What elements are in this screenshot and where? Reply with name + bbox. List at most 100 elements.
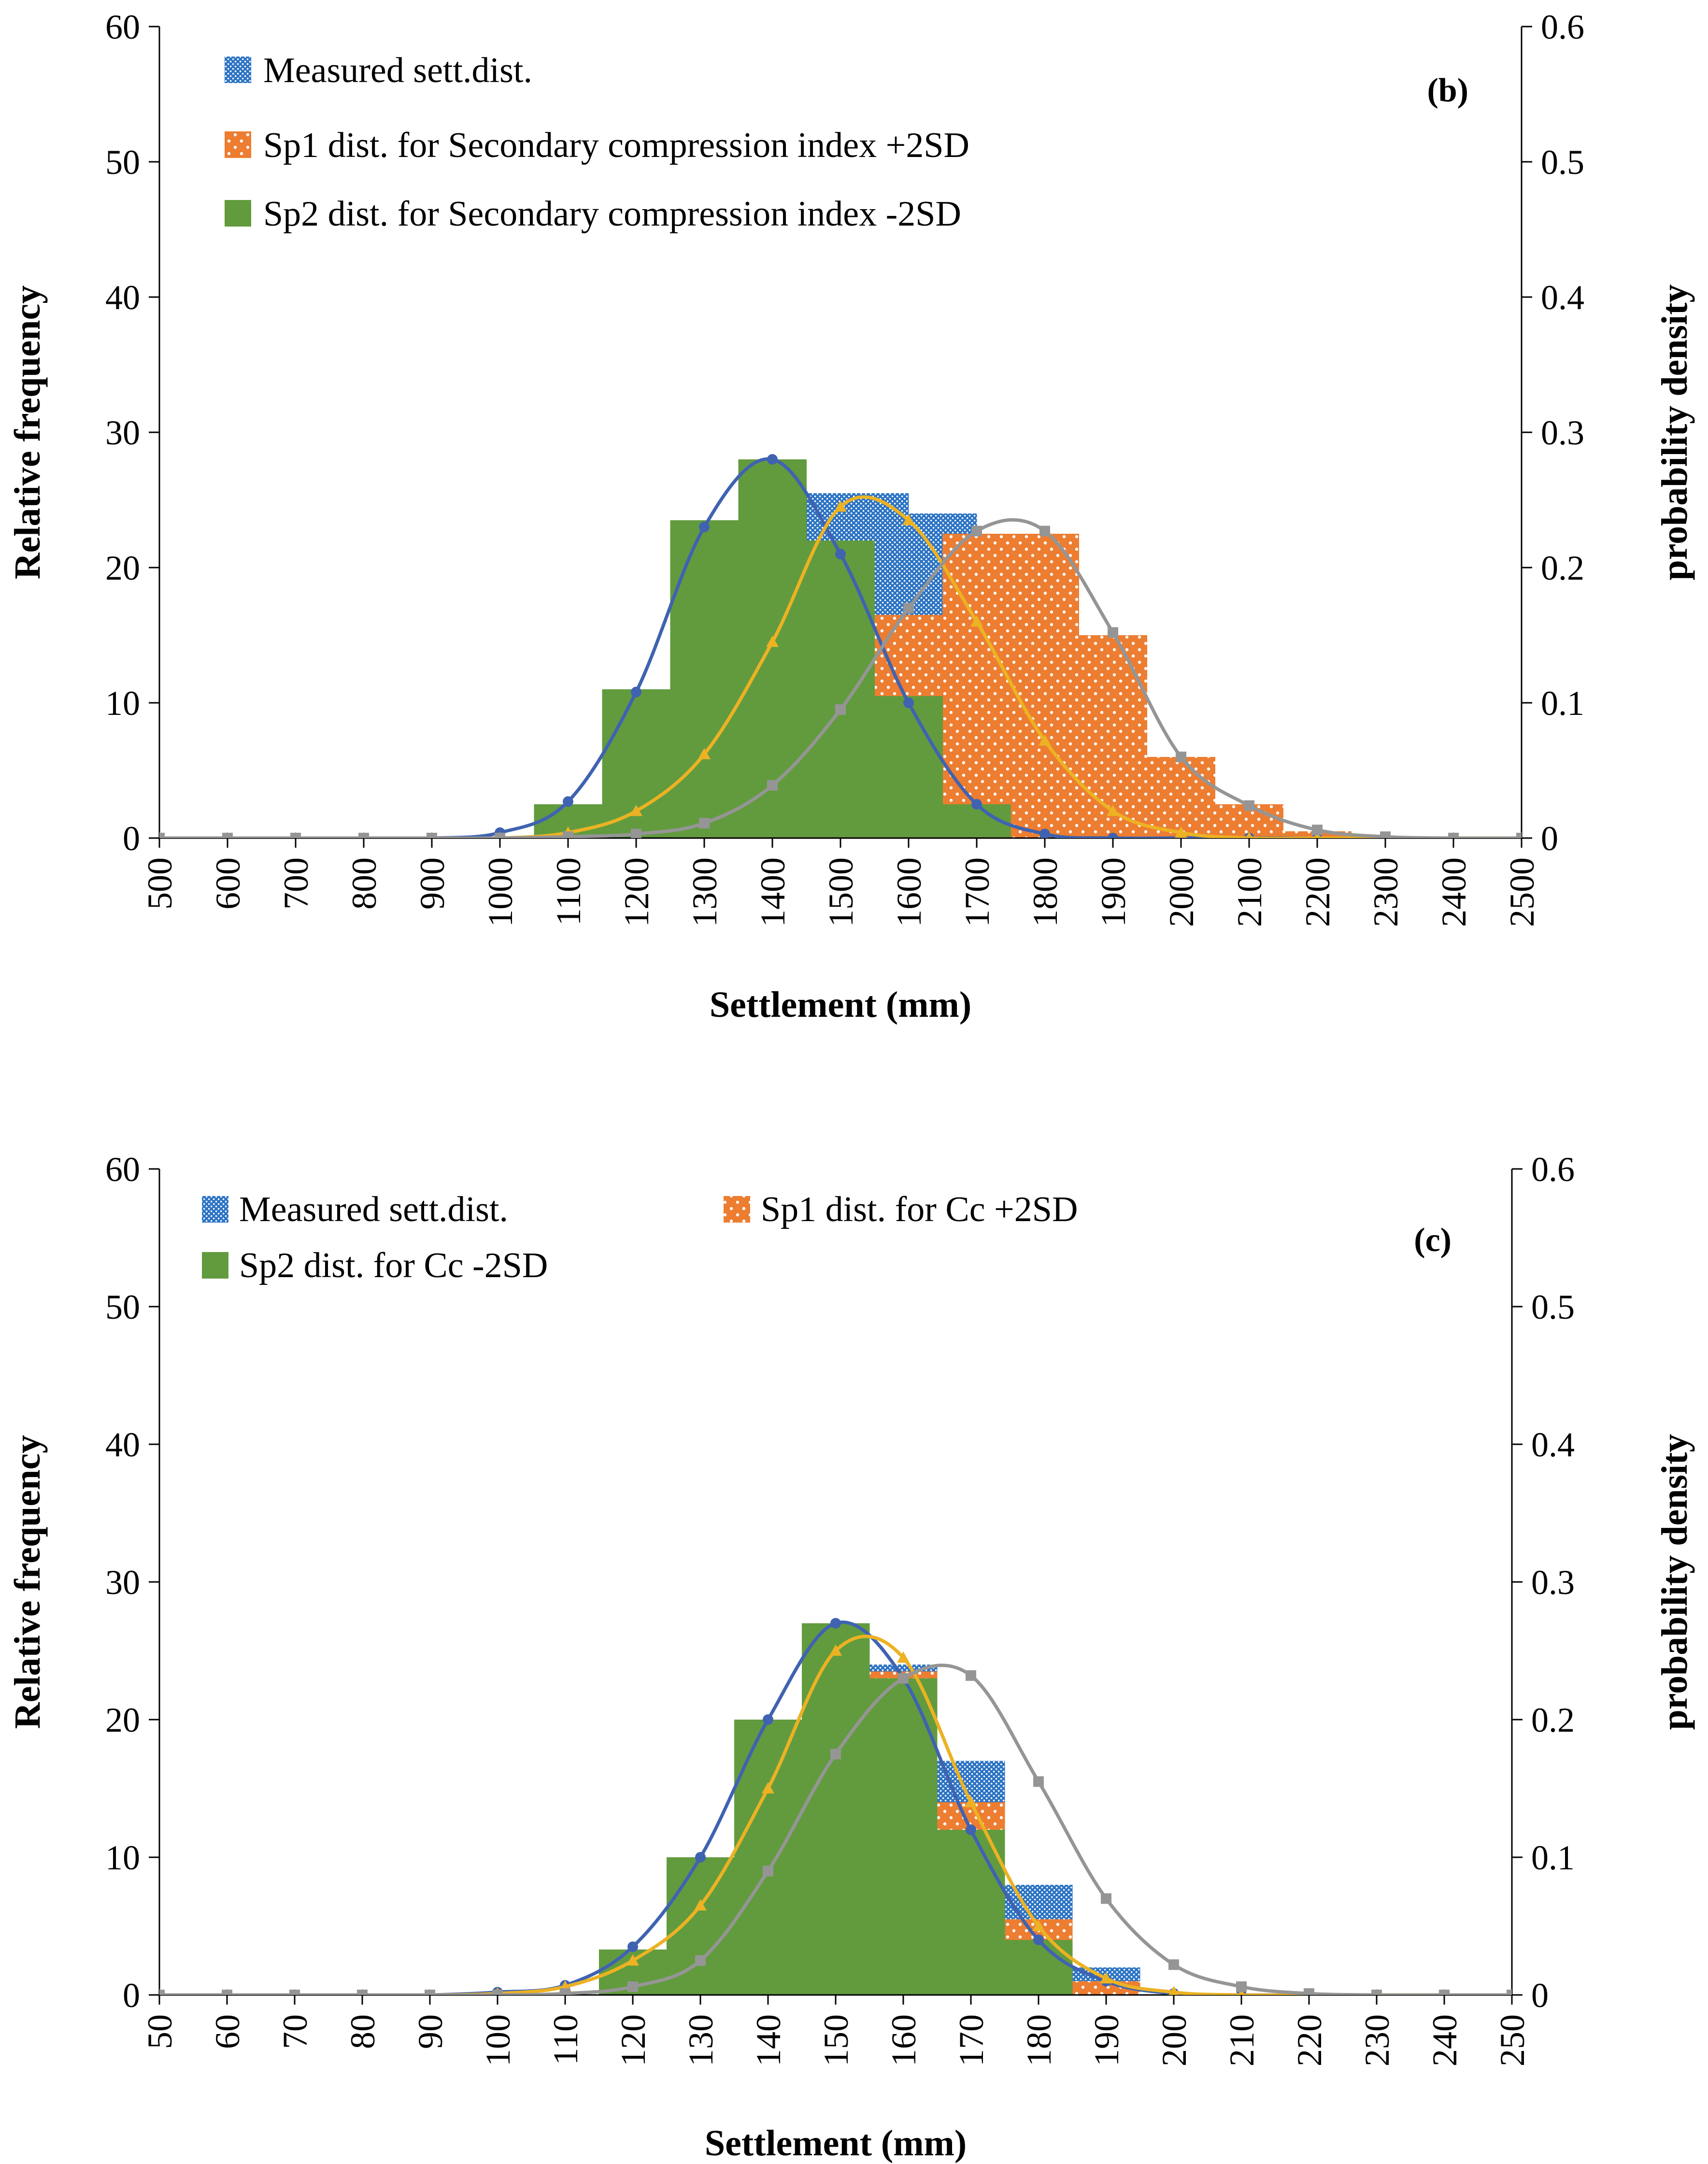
histogram-bar-series-2 bbox=[1079, 635, 1147, 838]
x-tick-label: 1700 bbox=[958, 857, 996, 927]
pdf-marker-3 bbox=[627, 1981, 638, 1992]
pdf-curve-2 bbox=[159, 1635, 1512, 1995]
pdf-marker-3 bbox=[1033, 1776, 1044, 1787]
pdf-marker-3 bbox=[495, 833, 505, 838]
y-tick-label: 10 bbox=[105, 1838, 140, 1877]
pdf-marker-3 bbox=[492, 1990, 503, 1995]
pdf-marker-2 bbox=[1032, 1920, 1045, 1931]
y-tick-label: 40 bbox=[105, 1425, 140, 1464]
pdf-marker-3 bbox=[1108, 627, 1118, 638]
histogram-bar-series-3 bbox=[670, 520, 739, 838]
pdf-marker-1 bbox=[563, 796, 573, 807]
y2-tick-label: 0.4 bbox=[1541, 278, 1584, 317]
pdf-marker-3 bbox=[1516, 833, 1522, 838]
legend-label-sp1: Sp1 dist. for Cc +2SD bbox=[761, 1190, 1078, 1229]
legend-swatch-measured bbox=[202, 1196, 228, 1223]
y2-tick-label: 0.6 bbox=[1531, 1150, 1575, 1189]
pdf-marker-2 bbox=[970, 615, 983, 627]
x-tick-label: 1300 bbox=[685, 857, 724, 927]
y-tick-label: 40 bbox=[105, 278, 140, 317]
pdf-marker-3 bbox=[830, 1749, 841, 1760]
x-tick-label: 230 bbox=[1358, 2014, 1396, 2066]
histogram-bar-series-3 bbox=[734, 1720, 802, 1995]
histogram-bar-series-2 bbox=[1011, 534, 1079, 838]
y2-tick-label: 0 bbox=[1531, 1976, 1549, 2015]
pdf-marker-3 bbox=[358, 833, 369, 838]
pdf-marker-2 bbox=[626, 1954, 639, 1966]
y-tick-label: 50 bbox=[105, 143, 140, 182]
x-tick-label: 500 bbox=[141, 857, 179, 910]
pdf-marker-3 bbox=[1312, 825, 1323, 836]
pdf-marker-2 bbox=[1175, 826, 1187, 838]
x-tick-label: 100 bbox=[479, 2014, 517, 2066]
pdf-marker-3 bbox=[695, 1955, 706, 1966]
pdf-curve-3 bbox=[159, 1664, 1512, 1995]
histogram-bar-series-3 bbox=[937, 1830, 1005, 1995]
pdf-marker-1 bbox=[767, 454, 778, 465]
pdf-marker-3 bbox=[835, 704, 846, 715]
x-tick-label: 130 bbox=[682, 2014, 720, 2066]
x-tick-label: 240 bbox=[1425, 2014, 1464, 2066]
pdf-curves bbox=[159, 454, 1522, 838]
x-tick-label: 800 bbox=[345, 857, 384, 910]
legend-swatch-sp1 bbox=[724, 1196, 750, 1223]
pdf-marker-3 bbox=[898, 1673, 909, 1684]
pdf-marker-3 bbox=[699, 818, 710, 829]
pdf-marker-2 bbox=[630, 805, 642, 816]
histogram-bar-series-3 bbox=[869, 1678, 938, 1995]
pdf-marker-2 bbox=[698, 748, 711, 759]
x-axis-title: Settlement (mm) bbox=[710, 984, 971, 1025]
pdf-marker-2 bbox=[762, 1782, 774, 1794]
pdf-marker-3 bbox=[1168, 1959, 1179, 1970]
pdf-marker-2 bbox=[694, 1899, 707, 1911]
pdf-marker-3 bbox=[560, 1988, 570, 1995]
x-tick-label: 140 bbox=[749, 2014, 788, 2066]
y-tick-label: 20 bbox=[105, 549, 140, 587]
x-tick-label: 60 bbox=[208, 2014, 247, 2049]
x-tick-label: 190 bbox=[1087, 2014, 1126, 2066]
x-tick-label: 1400 bbox=[754, 857, 792, 927]
y-tick-label: 10 bbox=[105, 684, 140, 723]
pdf-marker-2 bbox=[1245, 832, 1253, 838]
pdf-curves bbox=[159, 1618, 1512, 1995]
y2-tick-label: 0.3 bbox=[1531, 1563, 1575, 1602]
y-tick-label: 0 bbox=[123, 1976, 140, 2015]
pdf-marker-3 bbox=[1380, 831, 1391, 838]
x-tick-label: 900 bbox=[413, 857, 452, 910]
pdf-marker-3 bbox=[1507, 1990, 1512, 1995]
panel-label: (b) bbox=[1427, 72, 1468, 109]
y2-tick-label: 0.5 bbox=[1541, 143, 1584, 182]
x-tick-label: 700 bbox=[277, 857, 315, 910]
x-tick-label: 1500 bbox=[822, 857, 860, 927]
x-axis-title: Settlement (mm) bbox=[705, 2123, 967, 2164]
panel-label: (c) bbox=[1414, 1222, 1452, 1259]
x-tick-label: 2100 bbox=[1230, 857, 1269, 927]
pdf-marker-3 bbox=[427, 833, 437, 838]
pdf-marker-1 bbox=[699, 522, 710, 532]
legend-label-measured: Measured sett.dist. bbox=[263, 51, 532, 90]
legend-label-sp1: Sp1 dist. for Secondary compression inde… bbox=[263, 126, 969, 165]
x-tick-label: 50 bbox=[141, 2014, 179, 2049]
pdf-marker-2 bbox=[1107, 805, 1119, 816]
x-tick-label: 2500 bbox=[1503, 857, 1541, 927]
y2-axis-title: probability density bbox=[1654, 284, 1695, 580]
pdf-marker-3 bbox=[1448, 833, 1459, 838]
histogram-bar-series-3 bbox=[874, 696, 943, 838]
x-tick-label: 170 bbox=[952, 2014, 991, 2066]
legend-swatch-sp1 bbox=[225, 131, 251, 158]
histogram-bars bbox=[599, 1623, 1140, 1995]
y2-tick-label: 0.1 bbox=[1531, 1838, 1575, 1877]
x-tick-label: 150 bbox=[817, 2014, 855, 2066]
pdf-marker-2 bbox=[1039, 734, 1051, 746]
histogram-bar-series-2 bbox=[1147, 757, 1215, 838]
pdf-marker-1 bbox=[627, 1941, 638, 1952]
pdf-marker-3 bbox=[1101, 1893, 1111, 1904]
legend-label-measured: Measured sett.dist. bbox=[239, 1190, 508, 1229]
pdf-marker-3 bbox=[357, 1990, 368, 1995]
y-tick-label: 50 bbox=[105, 1288, 140, 1326]
pdf-marker-3 bbox=[1039, 526, 1050, 537]
tick-marks: 0 10 20 30 40 50 60 0 0.1 0.2 0.3 0.4 0.5 0.6 50 60 70 80… bbox=[105, 1150, 1575, 2066]
histogram-bars bbox=[534, 459, 1352, 838]
